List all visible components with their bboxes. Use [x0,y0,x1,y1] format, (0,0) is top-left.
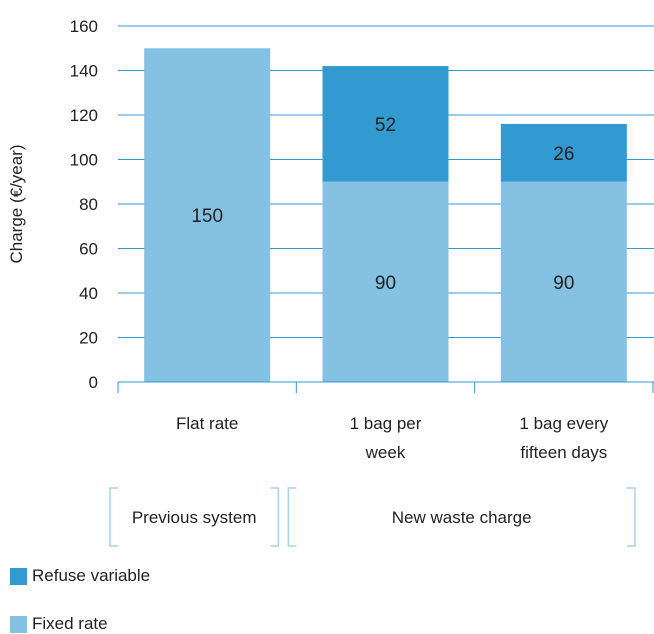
y-tick-label: 40 [79,284,98,303]
group-label: New waste charge [392,508,532,527]
y-axis-ticks: 0 20 40 60 80 100 120 140 160 [70,17,98,392]
bar-fixed [144,48,271,382]
category-labels: Flat rate 1 bag per week 1 bag every fifteen… [176,414,609,462]
group-bracket-right [270,487,280,547]
bar-refuse [500,123,627,182]
x-axis [117,381,654,393]
group-bracket-left [287,487,297,547]
y-tick-label: 80 [79,195,98,214]
category-label: week [365,443,406,462]
category-label: fifteen days [520,443,607,462]
category-label: 1 bag per [350,414,422,433]
stacked-bar-chart: 0 20 40 60 80 100 120 140 160 150 90 52 90 26 Flat r… [7,17,654,547]
legend-item-fixed-rate: Fixed rate [10,614,108,634]
data-label: 52 [375,115,396,136]
data-label: 150 [191,206,223,227]
data-label: 26 [553,144,574,165]
data-label: 90 [553,273,574,294]
y-tick-label: 60 [79,240,98,259]
legend-item-refuse-variable: Refuse variable [10,566,150,586]
y-axis-title: Charge (€/year) [7,144,26,263]
bar-refuse [322,66,449,182]
category-label: Flat rate [176,414,238,433]
y-tick-label: 0 [89,373,98,392]
group-bracket-right [627,487,636,547]
bar-fixed [322,181,449,382]
legend-label-fixed: Fixed rate [32,614,108,633]
group-bracket-left [109,487,118,547]
category-label: 1 bag every [519,414,608,433]
legend-swatch-fixed [10,615,27,633]
y-tick-label: 100 [70,151,98,170]
y-tick-label: 120 [70,106,98,125]
legend-label-refuse: Refuse variable [32,566,151,585]
data-label: 90 [375,273,396,294]
bars: 150 90 52 90 26 [144,48,627,382]
y-tick-label: 140 [70,62,98,81]
legend-swatch-refuse [10,567,27,585]
bar-fixed [500,181,627,382]
y-tick-label: 160 [70,17,98,36]
category-groups: Previous system New waste charge [109,487,636,547]
group-label: Previous system [132,508,257,527]
y-tick-label: 20 [79,329,98,348]
